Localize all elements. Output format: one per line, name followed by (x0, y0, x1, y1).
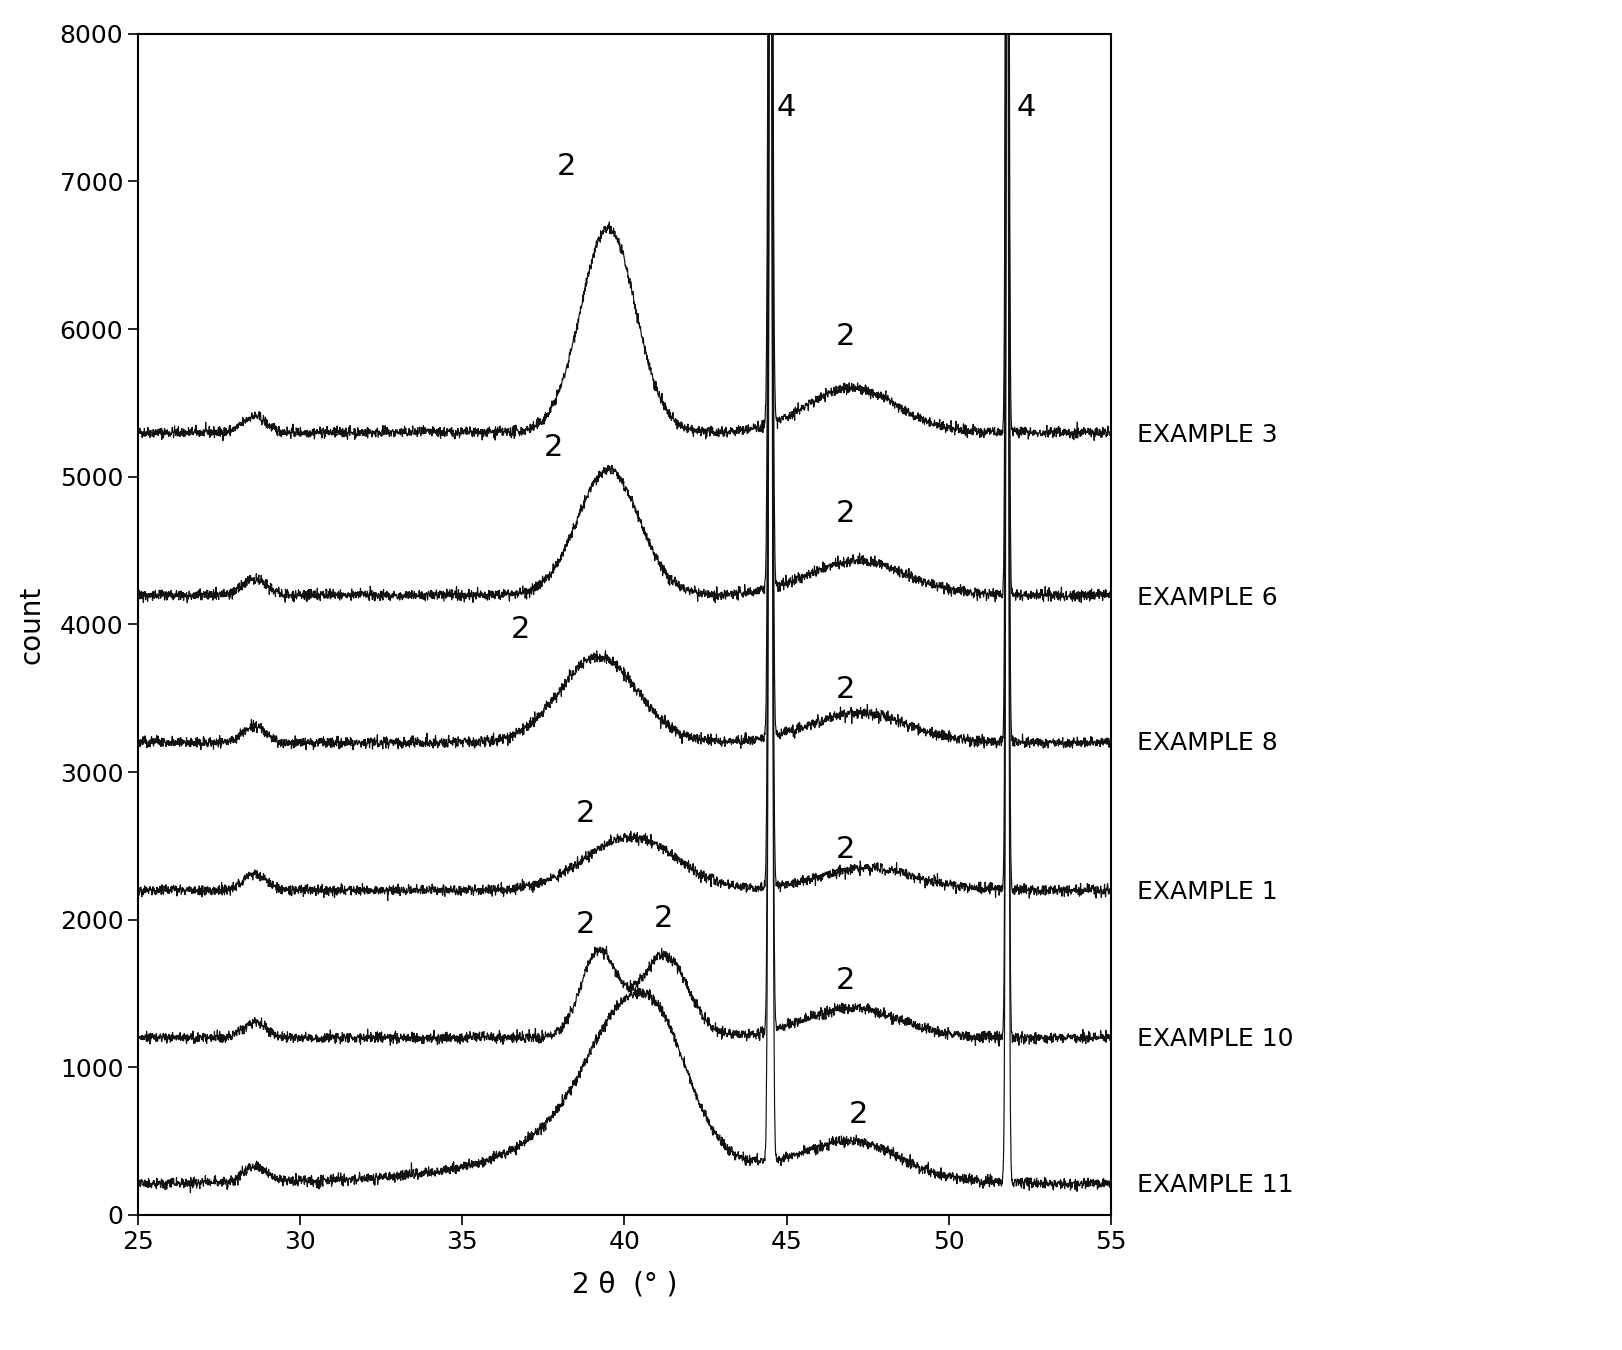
Text: 2: 2 (511, 614, 530, 644)
Text: EXAMPLE 1: EXAMPLE 1 (1137, 880, 1278, 903)
Text: 2: 2 (556, 153, 576, 181)
Text: 2: 2 (835, 834, 855, 864)
Text: EXAMPLE 10: EXAMPLE 10 (1137, 1027, 1293, 1052)
Text: 2: 2 (835, 675, 855, 705)
Text: EXAMPLE 8: EXAMPLE 8 (1137, 730, 1278, 755)
Text: EXAMPLE 11: EXAMPLE 11 (1137, 1173, 1293, 1197)
Y-axis label: count: count (18, 586, 45, 663)
Text: 4: 4 (777, 93, 796, 122)
Text: 2: 2 (835, 967, 855, 995)
Text: 4: 4 (1017, 93, 1036, 122)
Text: 2: 2 (835, 500, 855, 528)
Text: EXAMPLE 6: EXAMPLE 6 (1137, 586, 1278, 610)
Text: 2: 2 (543, 433, 563, 462)
Text: 2: 2 (654, 904, 673, 933)
Text: 2: 2 (576, 910, 595, 938)
X-axis label: 2 θ  (° ): 2 θ (° ) (573, 1270, 676, 1299)
Text: 2: 2 (576, 799, 595, 828)
Text: 2: 2 (848, 1100, 868, 1130)
Text: EXAMPLE 3: EXAMPLE 3 (1137, 424, 1278, 447)
Text: 2: 2 (835, 323, 855, 351)
